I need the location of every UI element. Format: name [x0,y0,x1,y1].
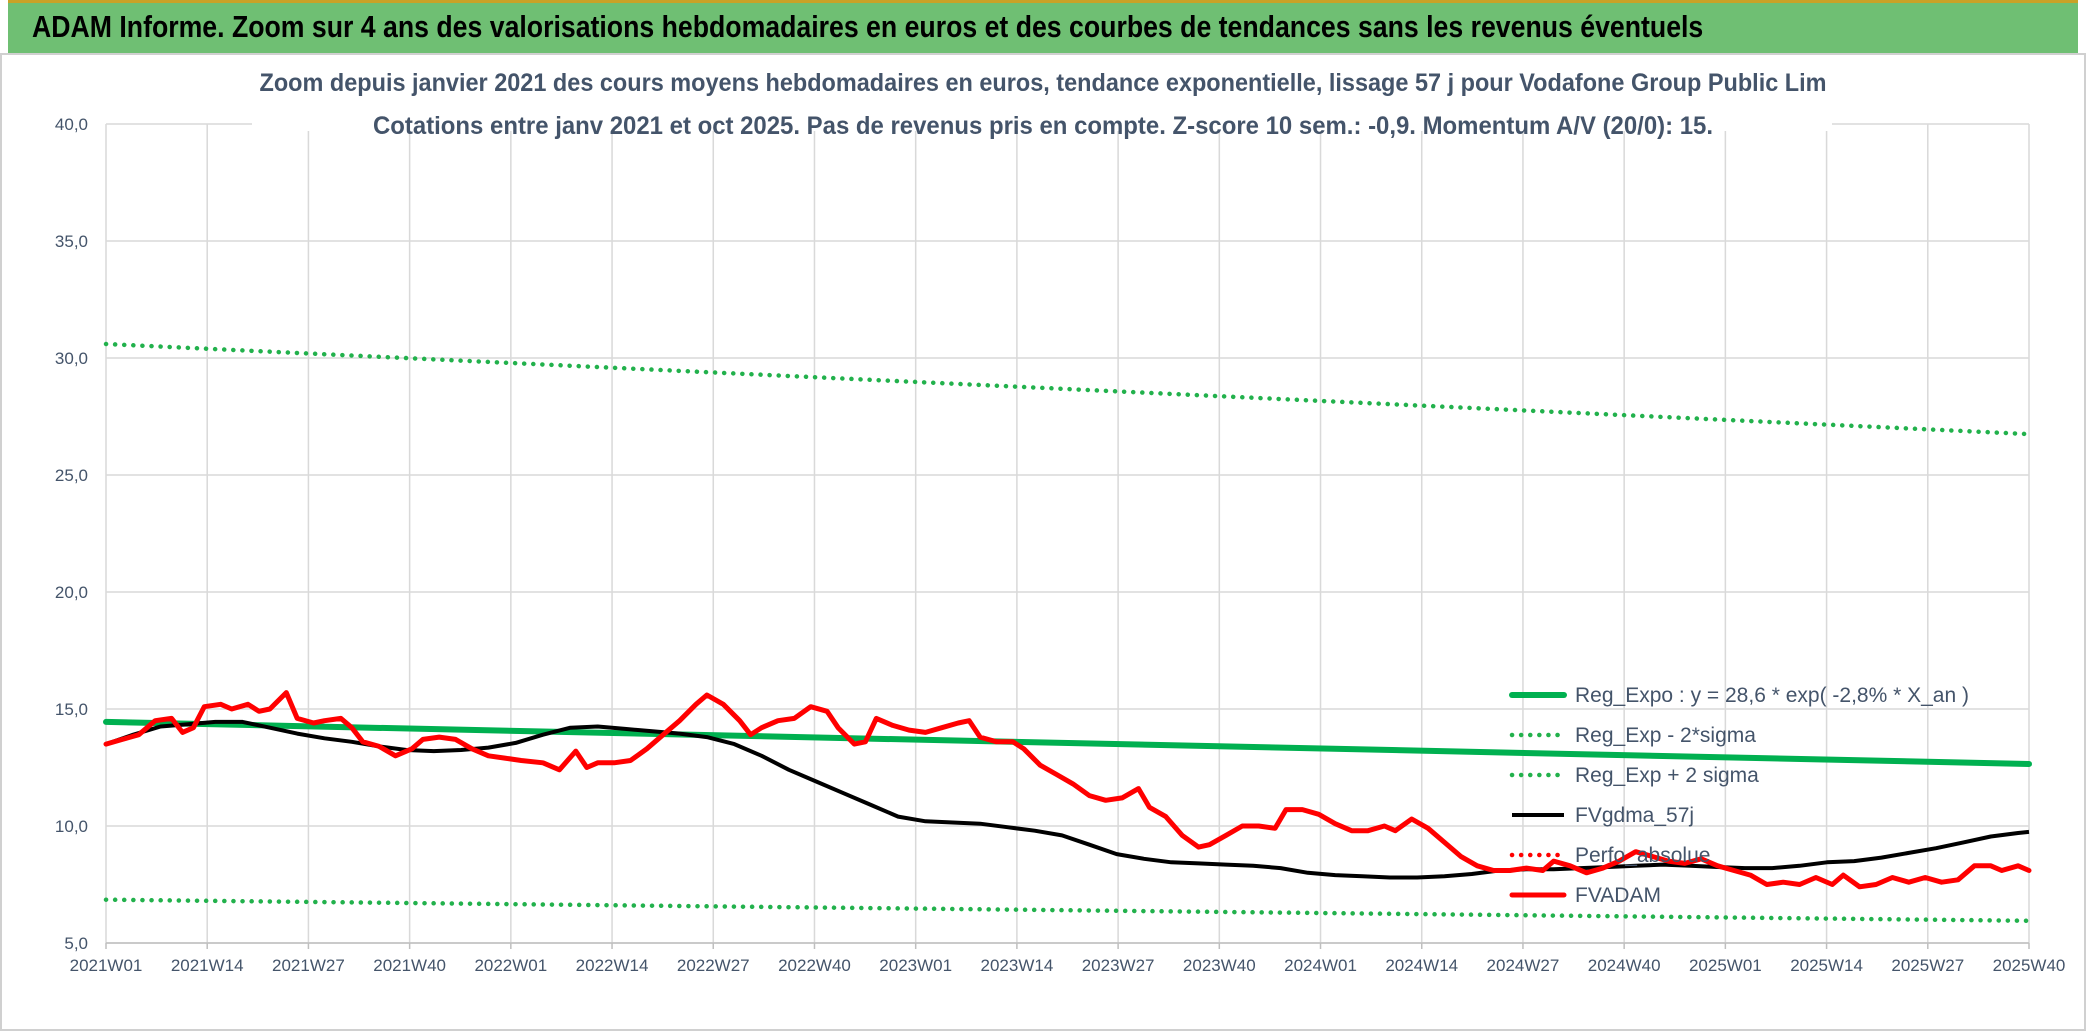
grid-layer [105,123,2030,944]
x-tick-label: 2025W40 [1993,956,2066,975]
legend-label: FVgdma_57j [1575,804,1694,827]
legend-label: Reg_Expo : y = 28,6 * exp( -2,8% * X_an … [1575,684,1969,707]
y-tick-label: 10,0 [55,817,88,836]
report-title: ADAM Informe. Zoom sur 4 ans des valoris… [32,9,1704,44]
x-tick-label: 2024W14 [1385,956,1458,975]
y-tick-label: 5,0 [64,934,88,953]
x-tick-label: 2022W14 [576,956,649,975]
report-header-bar: ADAM Informe. Zoom sur 4 ans des valoris… [8,0,2078,53]
x-tick-label: 2025W14 [1790,956,1863,975]
x-tick-label: 2024W27 [1487,956,1560,975]
series-line-5 [103,690,2032,890]
legend-label: FVADAM [1575,884,1661,907]
x-tick-label: 2022W01 [474,956,547,975]
x-tick-label: 2025W27 [1891,956,1964,975]
legend-label: Reg_Exp + 2 sigma [1575,764,1759,787]
y-tick-label: 25,0 [55,466,88,485]
series-line-2 [103,341,2032,437]
chart-title-background [252,61,1832,131]
x-tick-label: 2023W40 [1183,956,1256,975]
chart-title: Zoom depuis janvier 2021 des cours moyen… [252,61,1832,140]
x-tick-label: 2023W14 [981,956,1054,975]
y-tick-label: 30,0 [55,349,88,368]
x-tick-label: 2023W01 [879,956,952,975]
x-tick-label: 2021W40 [373,956,446,975]
y-tick-label: 40,0 [55,115,88,134]
chart-title-line-2: Cotations entre janv 2021 et oct 2025. P… [373,112,1713,140]
x-tick-label: 2021W01 [70,956,143,975]
series-line-0 [103,718,2032,767]
x-tick-label: 2022W40 [778,956,851,975]
x-tick-label: 2023W27 [1082,956,1155,975]
series-layer [103,341,2032,924]
x-tick-label: 2022W27 [677,956,750,975]
x-tick-label: 2021W14 [171,956,244,975]
y-tick-label: 20,0 [55,583,88,602]
chart-title-line-1: Zoom depuis janvier 2021 des cours moyen… [260,69,1827,97]
series-line-1 [103,897,2032,924]
legend-label: Perfo_absolue [1575,844,1710,867]
x-tick-label: 2021W27 [272,956,345,975]
legend-label: Reg_Exp - 2*sigma [1575,724,1756,747]
x-tick-label: 2024W40 [1588,956,1661,975]
y-tick-label: 15,0 [55,700,88,719]
chart-frame: 5,0 10,0 15,0 20,0 25,0 30,0 35,0 40,0 2021W01 20… [0,53,2086,1031]
x-tick-label: 2024W01 [1284,956,1357,975]
axis-layer: 5,0 10,0 15,0 20,0 25,0 30,0 35,0 40,0 2021W01 20… [55,115,2065,975]
y-tick-label: 35,0 [55,232,88,251]
trend-chart: 5,0 10,0 15,0 20,0 25,0 30,0 35,0 40,0 2021W01 20… [55,61,2065,975]
x-tick-label: 2025W01 [1689,956,1762,975]
chart-legend: Reg_Expo : y = 28,6 * exp( -2,8% * X_an … [1509,684,1969,907]
